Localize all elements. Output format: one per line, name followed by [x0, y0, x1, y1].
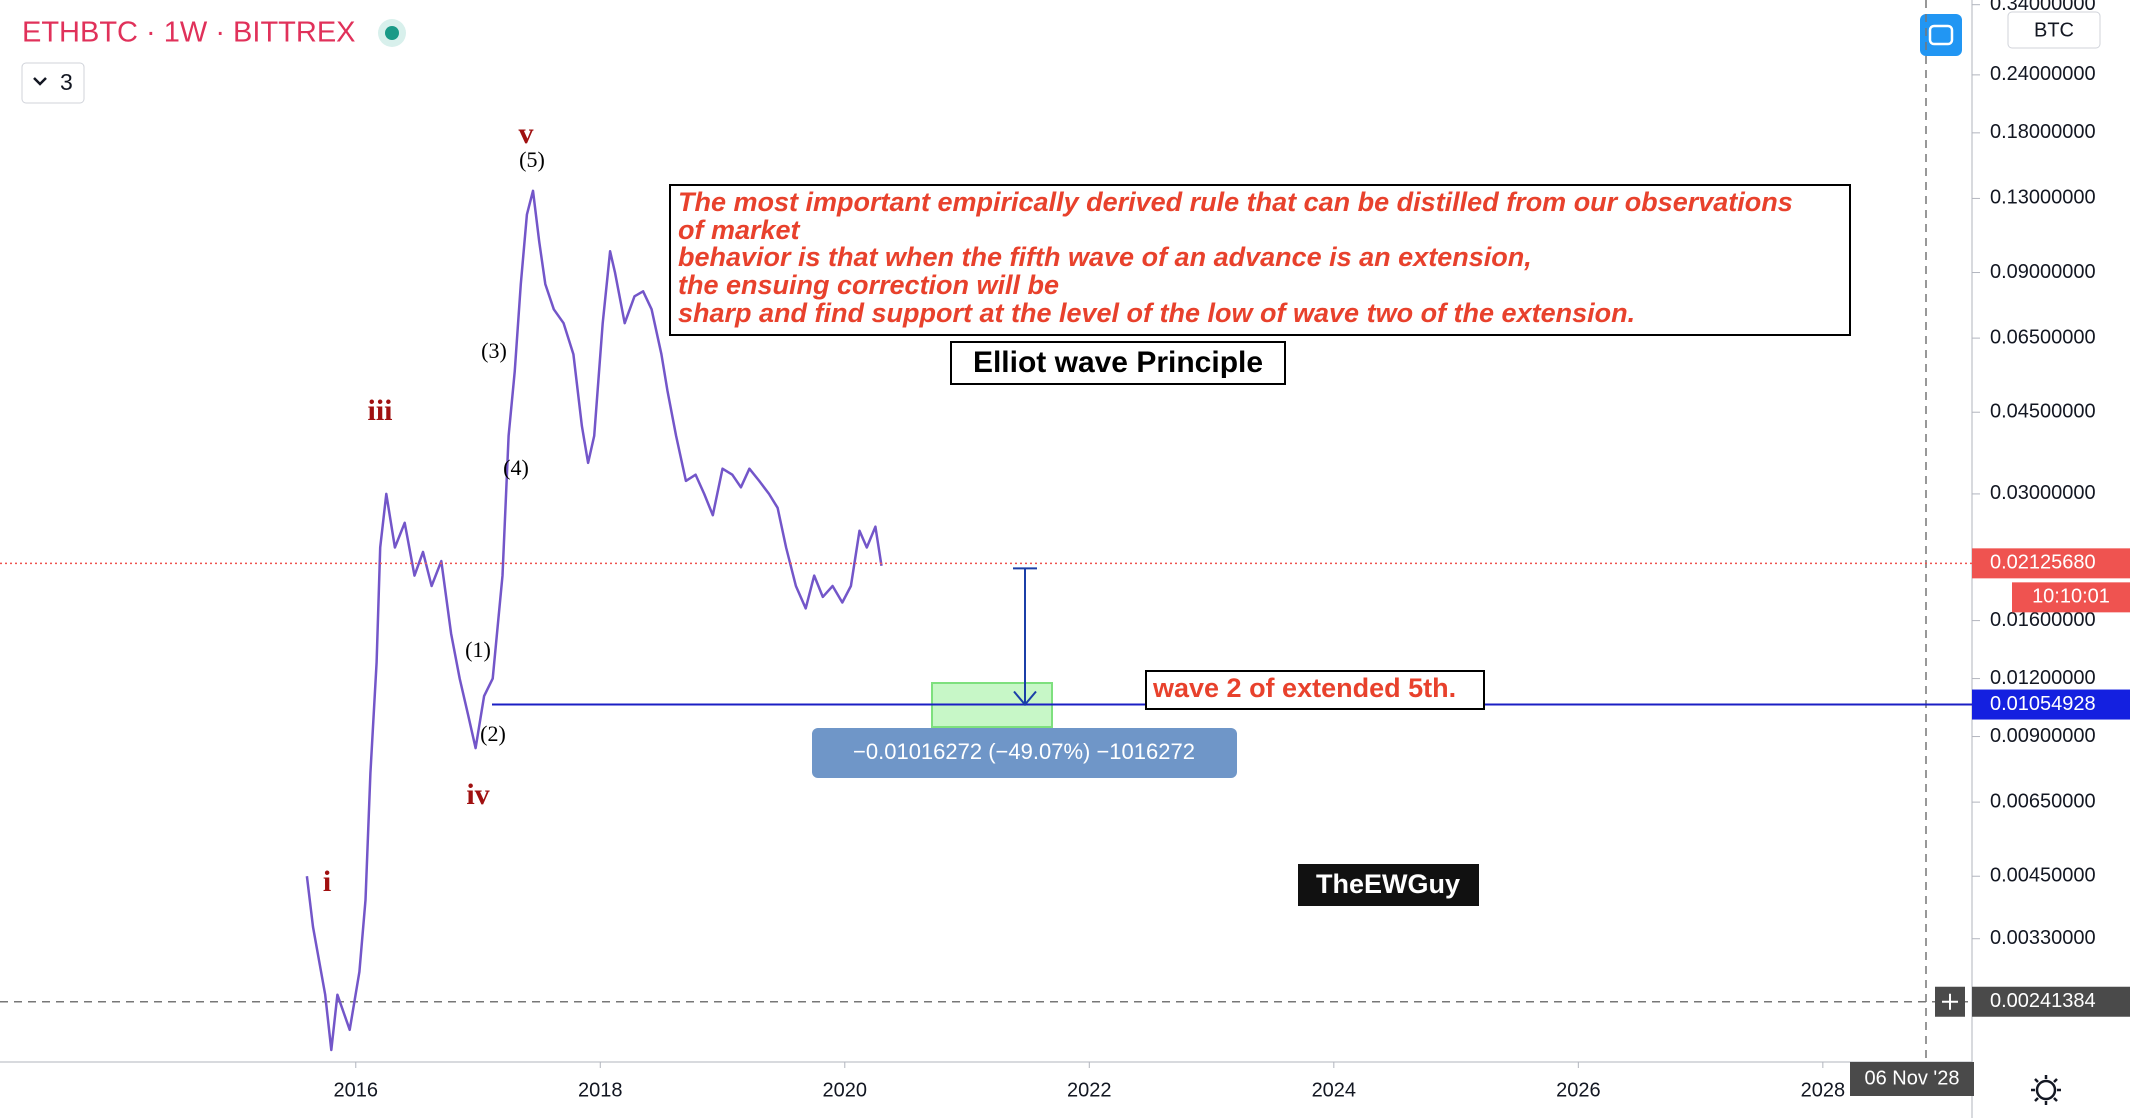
level-note-box	[1145, 670, 1485, 710]
legend-toggle[interactable]	[21, 62, 85, 104]
wave-label: v	[519, 117, 534, 150]
arrow-head	[1013, 690, 1037, 707]
y-tick-label: 0.18000000	[1990, 121, 2096, 143]
status-dot	[385, 26, 399, 40]
note-line: The most important empirically derived r…	[678, 187, 1793, 217]
wave-label: (2)	[480, 721, 506, 746]
legend-count: 3	[60, 69, 73, 95]
crosshair-price-label: 0.00241384	[1990, 990, 2096, 1012]
chevron	[33, 77, 47, 86]
settings-rays	[2031, 1075, 2061, 1105]
currency-box	[2007, 11, 2101, 49]
note-box	[669, 184, 1851, 336]
x-tick-label: 2022	[1067, 1079, 1112, 1101]
currency-label: BTC	[2034, 19, 2074, 41]
note-line: the ensuing correction will be	[678, 270, 1059, 300]
countdown-tag	[2012, 582, 2130, 613]
x-tick-label: 2024	[1312, 1079, 1357, 1101]
y-tick-label: 0.00450000	[1990, 865, 2096, 887]
note-line: of market	[678, 215, 801, 245]
wave-label: (3)	[481, 338, 507, 363]
y-tick-label: 0.00650000	[1990, 790, 2096, 812]
symbol-title: ETHBTC · 1W · BITTREX	[22, 17, 356, 49]
last-price-label: 0.02125680	[1990, 552, 2096, 574]
note-title: Elliot wave Principle	[973, 346, 1263, 379]
measure-label: −0.01016272 (−49.07%) −1016272	[853, 739, 1195, 764]
crosshair-date-tag	[1850, 1062, 1974, 1096]
icon	[1928, 24, 1954, 46]
note-title-box	[950, 341, 1286, 385]
y-tick-label: 0.09000000	[1990, 261, 2096, 283]
y-tick-label: 0.00330000	[1990, 927, 2096, 949]
countdown: 10:10:01	[2032, 586, 2110, 608]
y-tick-label: 0.01200000	[1990, 667, 2096, 689]
wave-label: (4)	[503, 455, 529, 480]
wave-label: iv	[466, 778, 489, 811]
wave-label: (5)	[519, 147, 545, 172]
crosshair-price-tag	[1972, 986, 2130, 1017]
y-tick-label: 0.34000000	[1990, 0, 2096, 15]
level-tag	[1972, 689, 2130, 720]
author: TheEWGuy	[1316, 869, 1460, 899]
price-line	[305, 189, 883, 1052]
note-line: behavior is that when the fifth wave of …	[678, 242, 1532, 272]
y-tick-label: 0.06500000	[1990, 326, 2096, 348]
y-tick-label: 0.01600000	[1990, 609, 2096, 631]
wave-label: iii	[367, 394, 392, 427]
measure-box	[812, 728, 1237, 778]
y-tick-label: 0.13000000	[1990, 187, 2096, 209]
y-tick-label: 0.24000000	[1990, 63, 2096, 85]
plus	[1942, 993, 1958, 1010]
wave-label: (1)	[465, 637, 491, 662]
level-note: wave 2 of extended 5th.	[1152, 673, 1456, 703]
x-tick-label: 2018	[578, 1079, 623, 1101]
annotations: v (5) (3) iii (4) (1) (2) iv i The most …	[323, 117, 1851, 906]
y-tick-label: 0.03000000	[1990, 482, 2096, 504]
x-tick-label: 2016	[334, 1079, 379, 1101]
x-tick-label: 2020	[823, 1079, 868, 1101]
x-tick-label: 2028	[1801, 1079, 1846, 1101]
y-tick-label: 0.00900000	[1990, 725, 2096, 747]
wave-label: i	[323, 865, 331, 898]
crosshair-date-label: 06 Nov '28	[1865, 1067, 1960, 1089]
y-tick-label: 0.04500000	[1990, 400, 2096, 422]
settings-icon[interactable]	[2035, 1079, 2057, 1101]
auto-scale-button[interactable]	[1920, 14, 1962, 56]
x-tick-label: 2026	[1556, 1079, 1601, 1101]
last-price-tag	[1972, 548, 2130, 579]
author-box	[1298, 864, 1479, 906]
level-label: 0.01054928	[1990, 693, 2096, 715]
note-line: sharp and find support at the level of t…	[678, 298, 1635, 328]
